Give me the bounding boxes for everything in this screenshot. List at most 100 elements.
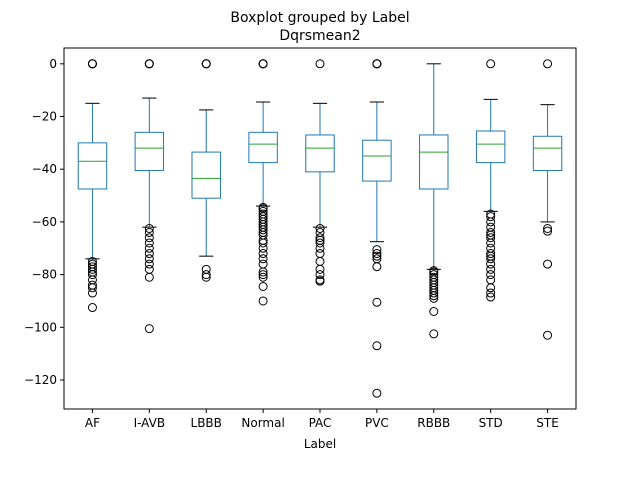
flier-point (144, 249, 154, 259)
flier-point (258, 238, 268, 248)
flier-point (486, 249, 496, 259)
y-tick-label: −60 (32, 215, 57, 229)
flier-point (486, 275, 496, 285)
flier-point (258, 259, 268, 269)
flier-point (486, 259, 496, 269)
flier-point (486, 264, 496, 274)
flier-point (315, 270, 325, 280)
flier-point (486, 292, 496, 302)
box-std (475, 130, 506, 164)
flier-point (87, 288, 97, 298)
flier-point (429, 293, 439, 303)
y-tick-label: 0 (49, 57, 57, 71)
x-tick-label: I-AVB (134, 416, 166, 430)
box-ste (532, 135, 563, 172)
flier-point (486, 288, 496, 298)
flier-point (372, 249, 382, 259)
x-tick-label: STD (479, 416, 503, 430)
flier-point (372, 297, 382, 307)
plot-area: 0 −20 −40 −60 −80 −100 −120 AF I-AVB LBBB Normal PA… (24, 57, 563, 430)
flier-point (144, 227, 154, 237)
flier-point (429, 329, 439, 339)
flier-point (543, 226, 553, 236)
flier-point (543, 59, 553, 69)
flier-point (543, 259, 553, 269)
flier-point (486, 59, 496, 69)
flier-point (144, 59, 154, 69)
x-tick-label: STE (536, 416, 559, 430)
box-pac (305, 134, 335, 173)
flier-point (144, 254, 154, 264)
flier-point (258, 267, 268, 277)
flier-point (258, 59, 268, 69)
flier-point (201, 59, 211, 69)
axes-frame (63, 47, 577, 410)
flier-point (258, 272, 268, 282)
flier-point (87, 283, 97, 293)
box-i-avb (134, 131, 165, 172)
flier-point (258, 249, 268, 259)
y-tick-label: −40 (32, 162, 57, 176)
chart-subtitle: Dqrsmean2 (279, 28, 360, 44)
x-tick-label: LBBB (191, 416, 222, 430)
x-tick-label: AF (85, 416, 100, 430)
flier-point (258, 270, 268, 280)
y-tick-label: −80 (32, 268, 57, 282)
box-af (77, 142, 108, 190)
x-tick-label: RBBB (417, 416, 450, 430)
flier-point (486, 212, 496, 222)
flier-point (372, 59, 382, 69)
flier-point (372, 251, 382, 261)
flier-point (258, 225, 268, 235)
flier-point (144, 224, 154, 233)
flier-point (315, 238, 325, 248)
flier-point (144, 243, 154, 253)
x-axis-label: Label (304, 437, 336, 451)
flier-point (315, 224, 325, 233)
flier-point (429, 307, 439, 317)
x-tick-label: PAC (309, 416, 332, 430)
flier-point (201, 272, 211, 282)
flier-point (486, 227, 496, 237)
flier-point (201, 270, 211, 280)
flier-point (372, 245, 382, 255)
flier-point (429, 291, 439, 301)
flier-point (87, 59, 97, 69)
flier-point (144, 233, 154, 243)
flier-point (258, 243, 268, 253)
x-tick-label: PVC (365, 416, 389, 430)
box-lbbb (191, 151, 221, 199)
flier-point (258, 254, 268, 264)
flier-point (315, 264, 325, 274)
flier-point (144, 272, 154, 282)
flier-point (543, 330, 553, 340)
flier-point (543, 224, 553, 233)
flier-point (372, 262, 382, 272)
flier-point (315, 59, 325, 69)
flier-point (144, 324, 154, 334)
flier-point (144, 238, 154, 248)
flier-point (486, 254, 496, 264)
flier-point (315, 276, 325, 286)
box-rbbb (419, 134, 449, 190)
flier-point (372, 341, 382, 351)
box-pvc (362, 139, 392, 182)
chart-title: Boxplot grouped by Label (230, 10, 409, 26)
flier-point (315, 256, 325, 266)
flier-point (486, 217, 496, 227)
flier-point (258, 296, 268, 306)
flier-point (486, 270, 496, 280)
flier-point (429, 288, 439, 298)
flier-point (315, 243, 325, 253)
flier-point (258, 281, 268, 291)
box-normal (248, 131, 278, 164)
y-tick-label: −20 (32, 110, 57, 124)
flier-point (87, 303, 97, 313)
flier-point (315, 249, 325, 259)
flier-point (87, 264, 97, 274)
flier-point (486, 233, 496, 243)
flier-point (315, 233, 325, 243)
y-tick-label: −120 (24, 373, 57, 387)
flier-point (372, 388, 382, 398)
